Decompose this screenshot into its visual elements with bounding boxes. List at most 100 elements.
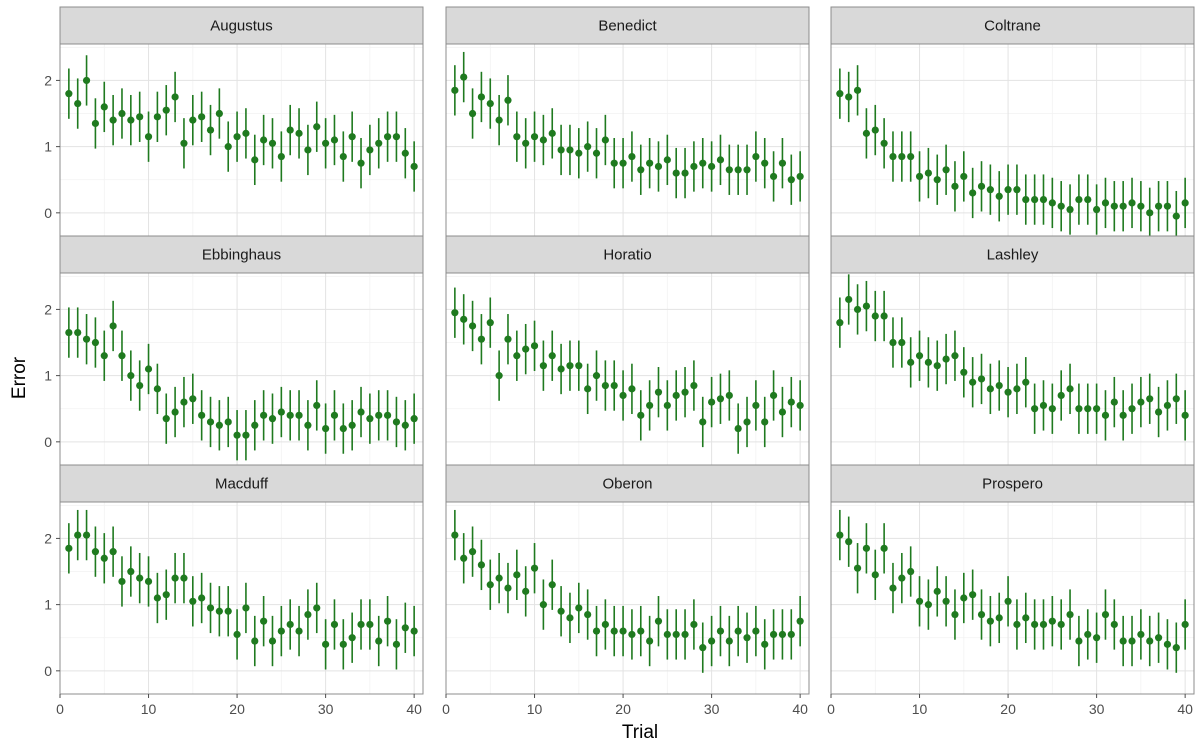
data-point [1039,195,1048,204]
x-tick-label: 0 [827,701,835,717]
data-point [862,544,871,552]
data-point [530,564,539,572]
data-point [787,630,795,639]
data-point [637,627,645,635]
data-point [1172,644,1180,652]
data-point [752,401,760,410]
data-point [100,103,108,111]
data-point [960,594,968,602]
data-point [339,640,347,648]
data-point [619,159,627,167]
data-point [708,637,716,645]
data-point [215,421,223,429]
data-point [681,630,689,639]
facet-panel: Benedict [445,6,810,237]
data-point [898,338,906,347]
data-point [286,126,294,134]
data-point [74,531,82,539]
data-point [796,172,804,181]
data-point [260,136,268,144]
data-point [1084,405,1092,413]
data-point [960,172,968,181]
data-point [171,93,179,101]
y-axis-title: Error [9,356,30,399]
data-point [451,309,459,317]
data-point [1163,202,1172,210]
x-tick-label: 30 [1089,701,1105,717]
data-point [960,368,968,376]
data-point [836,90,844,98]
data-point [601,381,609,390]
data-point [366,146,374,154]
data-point [637,411,645,419]
facet-strip [59,235,424,274]
data-point [1146,637,1154,645]
data-point [836,531,844,539]
data-point [1022,378,1030,386]
data-point [951,352,959,360]
facet-strip [445,464,810,503]
data-point [986,617,994,625]
x-tick-label: 40 [406,701,422,717]
data-point [557,365,565,373]
facet-strip-label: Coltrane [984,18,1041,35]
data-point [100,352,108,360]
data-point [566,614,574,622]
data-point [1066,205,1074,214]
data-point [619,391,627,400]
data-point [91,119,100,128]
data-point [127,567,135,576]
data-point [330,411,339,419]
data-point [566,362,574,370]
data-point [1039,401,1048,410]
data-point [304,421,312,429]
x-tick-label: 20 [615,701,631,717]
data-point [486,99,494,108]
data-point [619,627,627,635]
data-point [898,152,906,161]
data-point [277,152,285,161]
data-point [924,358,932,366]
facet-strip [830,6,1195,45]
data-point [708,398,716,406]
data-point [1181,620,1189,629]
data-point [1181,411,1189,419]
data-point [171,574,179,582]
x-tick-label: 30 [318,701,334,717]
data-point [198,113,206,121]
x-tick-label: 40 [1177,701,1193,717]
panel-border [830,501,1195,695]
data-point [1110,398,1118,406]
data-point [468,322,477,330]
data-point [91,548,100,556]
data-point [304,146,312,154]
data-point [1031,195,1039,204]
data-point [557,607,565,615]
data-point [277,408,285,416]
facet-strip-label: Lashley [987,247,1039,264]
x-tick-label: 0 [442,701,450,717]
data-point [357,408,365,416]
data-point [477,561,486,569]
data-point [383,617,392,625]
data-point [646,637,654,645]
data-point [663,401,671,410]
facet-panel: Horatio [445,235,810,466]
data-point [295,411,303,419]
data-point [1128,199,1136,207]
data-point [1048,199,1056,207]
data-point [392,133,401,141]
data-point [330,136,339,144]
data-point [1154,634,1163,642]
data-point [153,385,161,393]
x-axis-title: Trial [622,722,658,743]
data-point [787,176,795,184]
data-point [153,594,161,602]
data-point [242,129,250,137]
data-point [486,319,494,327]
x-tick-label: 10 [912,701,928,717]
data-point [392,640,401,648]
data-point [592,627,601,635]
data-point [206,126,215,134]
